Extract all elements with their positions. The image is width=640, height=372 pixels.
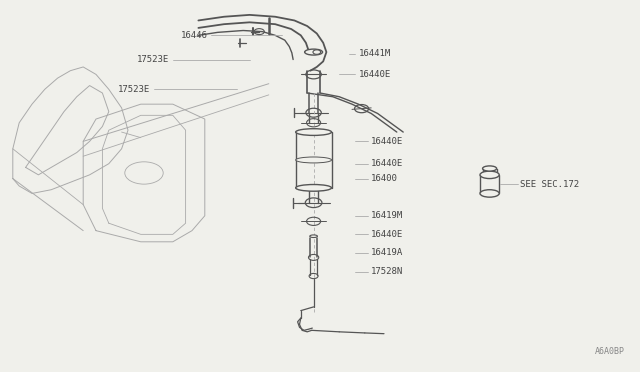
Text: 16440E: 16440E <box>371 159 403 168</box>
Ellipse shape <box>480 171 499 179</box>
Ellipse shape <box>296 157 332 163</box>
Text: 16440E: 16440E <box>358 70 390 79</box>
Text: 16419M: 16419M <box>371 211 403 220</box>
Ellipse shape <box>310 235 317 238</box>
Circle shape <box>313 50 321 54</box>
Text: 16440E: 16440E <box>371 137 403 146</box>
Text: A6A0BP: A6A0BP <box>595 347 625 356</box>
Text: 16446: 16446 <box>181 31 208 40</box>
Ellipse shape <box>296 129 332 135</box>
Ellipse shape <box>305 49 323 55</box>
Text: 17528N: 17528N <box>371 267 403 276</box>
Text: 17523E: 17523E <box>138 55 170 64</box>
Ellipse shape <box>483 166 497 171</box>
Text: 17523E: 17523E <box>118 85 150 94</box>
Text: 16441M: 16441M <box>358 49 390 58</box>
Text: 16419A: 16419A <box>371 248 403 257</box>
Ellipse shape <box>480 190 499 197</box>
Text: 16400: 16400 <box>371 174 398 183</box>
Ellipse shape <box>296 185 332 191</box>
Text: 16440E: 16440E <box>371 230 403 239</box>
Text: SEE SEC.172: SEE SEC.172 <box>520 180 579 189</box>
